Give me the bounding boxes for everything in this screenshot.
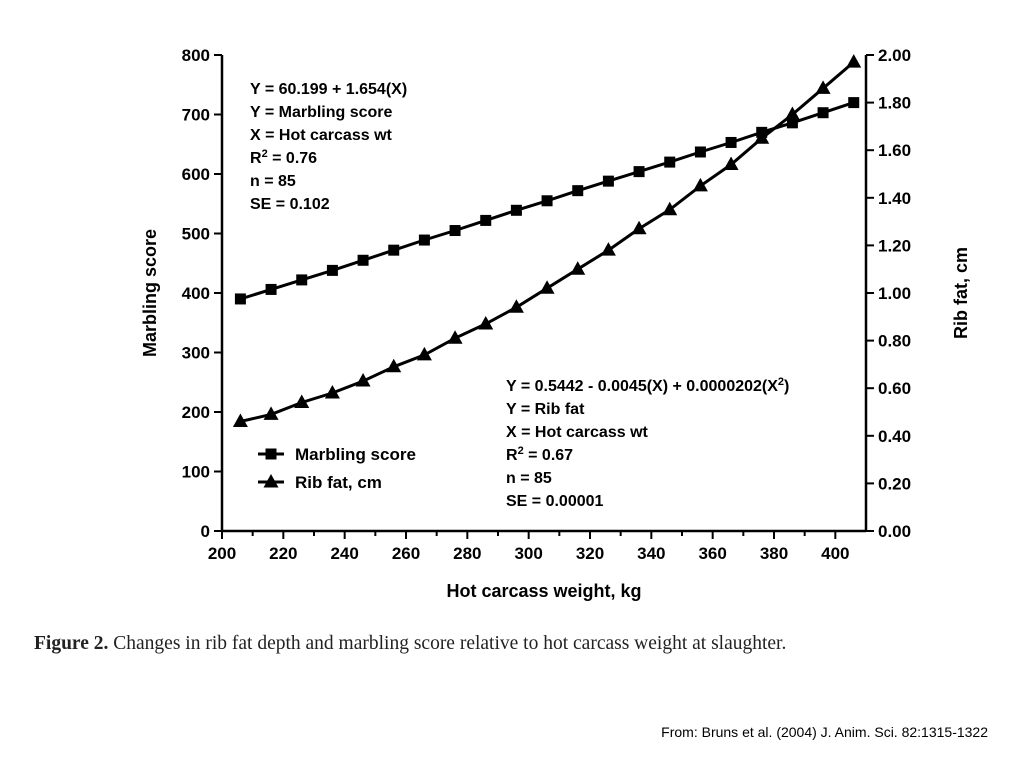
legend-square-marker (265, 448, 277, 460)
legend-triangle-marker (263, 474, 279, 488)
ribfat-point (570, 261, 586, 275)
y-left-tick-label: 200 (182, 403, 210, 422)
source-citation: From: Bruns et al. (2004) J. Anim. Sci. … (661, 724, 988, 740)
ribfat-point (324, 384, 340, 399)
marbling-point (296, 274, 308, 286)
ribfat-equation-annotation: R2 = 0.67 (506, 445, 573, 464)
chart: 0 100 200 300 400 500 600 700 800 0.00 0.20 0.40 0.6… (140, 46, 971, 601)
marbling-equation-annotation: n = 85 (250, 173, 296, 190)
ribfat-equation-annotation: SE = 0.00001 (506, 493, 604, 510)
x-tick-label: 340 (637, 544, 665, 563)
x-tick-label: 240 (330, 544, 358, 563)
marbling-point (602, 175, 614, 187)
y-left-tick-label: 800 (182, 46, 210, 65)
x-axis-title: Hot carcass weight, kg (446, 581, 641, 601)
y-right-tick-label: 0.00 (878, 522, 911, 541)
marbling-point (480, 214, 492, 226)
y-left-tick-label: 100 (182, 463, 210, 482)
y-right-tick-label: 0.40 (878, 427, 911, 446)
y-right-tick-label: 0.80 (878, 332, 911, 351)
marbling-point (817, 107, 829, 119)
ribfat-point (662, 201, 678, 216)
marbling-point (357, 254, 369, 266)
marbling-point (725, 136, 737, 148)
marbling-point (694, 146, 706, 158)
ribfat-point (263, 406, 279, 420)
ribfat-point (294, 394, 310, 408)
y-right-axis-title: Rib fat, cm (951, 247, 971, 339)
figure-caption: Figure 2. Changes in rib fat depth and m… (34, 633, 994, 655)
marbling-point (265, 283, 277, 295)
x-tick-label: 300 (514, 544, 542, 563)
x-tick-label: 360 (698, 544, 726, 563)
y-right-tick-label: 1.00 (878, 284, 911, 303)
marbling-point (786, 117, 798, 129)
y-right-tick-label: 1.80 (878, 94, 911, 113)
ribfat-point (508, 299, 524, 313)
figure-caption-label: Figure 2. (34, 633, 109, 654)
marbling-equation-annotation: X = Hot carcass wt (250, 127, 393, 144)
x-tick-label: 380 (760, 544, 788, 563)
legend-label: Marbling score (295, 445, 416, 464)
y-right-tick-label: 1.20 (878, 236, 911, 255)
y-right-tick-label: 2.00 (878, 46, 911, 65)
ribfat-point (846, 54, 862, 68)
ribfat-point (600, 242, 616, 256)
ribfat-equation-annotation: n = 85 (506, 470, 552, 487)
marbling-point (388, 244, 400, 256)
ribfat-equation-annotation: Y = 0.5442 - 0.0045(X) + 0.0000202(X2) (506, 376, 789, 395)
y-left-tick-label: 600 (182, 165, 210, 184)
ribfat-point (416, 346, 432, 361)
ribfat-point (232, 413, 248, 428)
y-left-tick-label: 500 (182, 225, 210, 244)
x-tick-label: 320 (576, 544, 604, 563)
ribfat-equation-annotation: X = Hot carcass wt (506, 424, 649, 441)
y-left-axis-title: Marbling score (140, 229, 160, 357)
x-tick-label: 400 (821, 544, 849, 563)
ribfat-point (692, 177, 708, 192)
figure-caption-text: Changes in rib fat depth and marbling sc… (108, 633, 787, 654)
marbling-equation-annotation: SE = 0.102 (250, 196, 330, 213)
marbling-equation-annotation: Y = 60.199 + 1.654(X) (250, 81, 407, 98)
ribfat-point (723, 156, 739, 170)
ribfat-equation-annotation: Y = Rib fat (506, 401, 585, 418)
marbling-point (418, 234, 430, 246)
x-tick-label: 220 (269, 544, 297, 563)
y-right-tick-label: 1.60 (878, 141, 911, 160)
ribfat-point (631, 220, 647, 235)
ribfat-point (539, 280, 555, 294)
marbling-point (510, 204, 522, 216)
x-tick-label: 260 (392, 544, 420, 563)
ribfat-point (447, 330, 463, 344)
legend-label: Rib fat, cm (295, 473, 382, 492)
marbling-point (633, 166, 645, 178)
x-tick-label: 280 (453, 544, 481, 563)
marbling-point (449, 225, 461, 237)
y-left-tick-label: 0 (201, 522, 210, 541)
y-left-tick-label: 700 (182, 106, 210, 125)
ribfat-point (784, 106, 800, 120)
marbling-point (541, 195, 553, 207)
marbling-point (326, 264, 338, 276)
ribfat-point (478, 315, 494, 330)
ribfat-point (754, 130, 770, 144)
ribfat-point (355, 373, 371, 387)
marbling-point (664, 156, 676, 168)
y-right-tick-label: 0.20 (878, 474, 911, 493)
marbling-equation-annotation: Y = Marbling score (250, 104, 393, 121)
y-left-tick-label: 300 (182, 344, 210, 363)
y-left-tick-label: 400 (182, 284, 210, 303)
marbling-point (848, 97, 860, 109)
marbling-point (234, 293, 246, 305)
marbling-equation-annotation: R2 = 0.76 (250, 148, 317, 167)
ribfat-point (386, 358, 402, 373)
y-right-tick-label: 1.40 (878, 189, 911, 208)
x-tick-label: 200 (208, 544, 236, 563)
marbling-point (572, 185, 584, 197)
ribfat-point (815, 80, 831, 94)
y-right-tick-label: 0.60 (878, 379, 911, 398)
